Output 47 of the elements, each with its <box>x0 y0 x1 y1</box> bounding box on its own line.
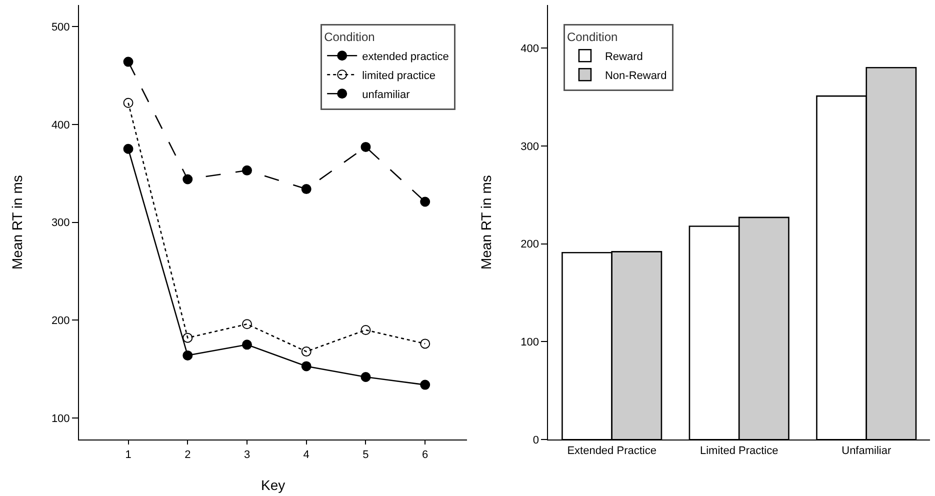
x-tick-label: Limited Practice <box>700 444 778 457</box>
point <box>182 332 193 343</box>
point <box>360 142 371 152</box>
legend-title: Condition <box>566 30 618 44</box>
point <box>242 165 252 176</box>
legend-label: Reward <box>604 50 643 63</box>
x-axis-title: Key <box>261 477 286 494</box>
x-tick-label: 5 <box>362 448 369 461</box>
y-axis-title: Mean RT in ms <box>478 175 494 270</box>
point <box>301 184 312 194</box>
point <box>301 346 312 357</box>
y-tick-label: 100 <box>520 336 539 349</box>
x-tick-label: 2 <box>184 448 191 461</box>
legend-title: Condition <box>324 30 375 44</box>
point <box>242 340 252 350</box>
point <box>123 144 134 154</box>
x-tick-label: 6 <box>422 448 428 461</box>
point <box>360 372 371 382</box>
y-tick-label: 300 <box>520 140 539 153</box>
point <box>360 324 371 335</box>
point <box>420 196 430 207</box>
y-tick-label: 200 <box>51 315 70 328</box>
x-tick-label: 1 <box>125 448 132 461</box>
point <box>301 361 312 372</box>
y-tick-label: 0 <box>532 434 539 446</box>
x-tick-label: 4 <box>303 448 310 461</box>
y-tick-label: 400 <box>51 119 70 132</box>
legend-label: extended practice <box>362 50 449 63</box>
legend-label: Non-Reward <box>604 70 667 82</box>
x-tick-label: 3 <box>244 448 250 461</box>
point <box>123 56 134 67</box>
y-tick-label: 200 <box>520 238 539 251</box>
point <box>242 319 252 330</box>
legend-label: unfamiliar <box>362 88 410 101</box>
y-axis-title: Mean RT in ms <box>9 175 26 270</box>
point <box>123 98 134 108</box>
legend-label: limited practice <box>362 70 436 82</box>
y-tick-label: 400 <box>520 42 539 55</box>
y-tick-label: 100 <box>51 412 70 425</box>
point <box>182 350 193 360</box>
y-tick-label: 500 <box>51 21 70 34</box>
x-tick-label: Extended Practice <box>567 444 656 457</box>
point <box>182 174 193 184</box>
y-tick-label: 300 <box>51 217 70 230</box>
point <box>420 338 430 349</box>
x-tick-label: Unfamiliar <box>842 444 892 457</box>
point <box>420 380 430 390</box>
